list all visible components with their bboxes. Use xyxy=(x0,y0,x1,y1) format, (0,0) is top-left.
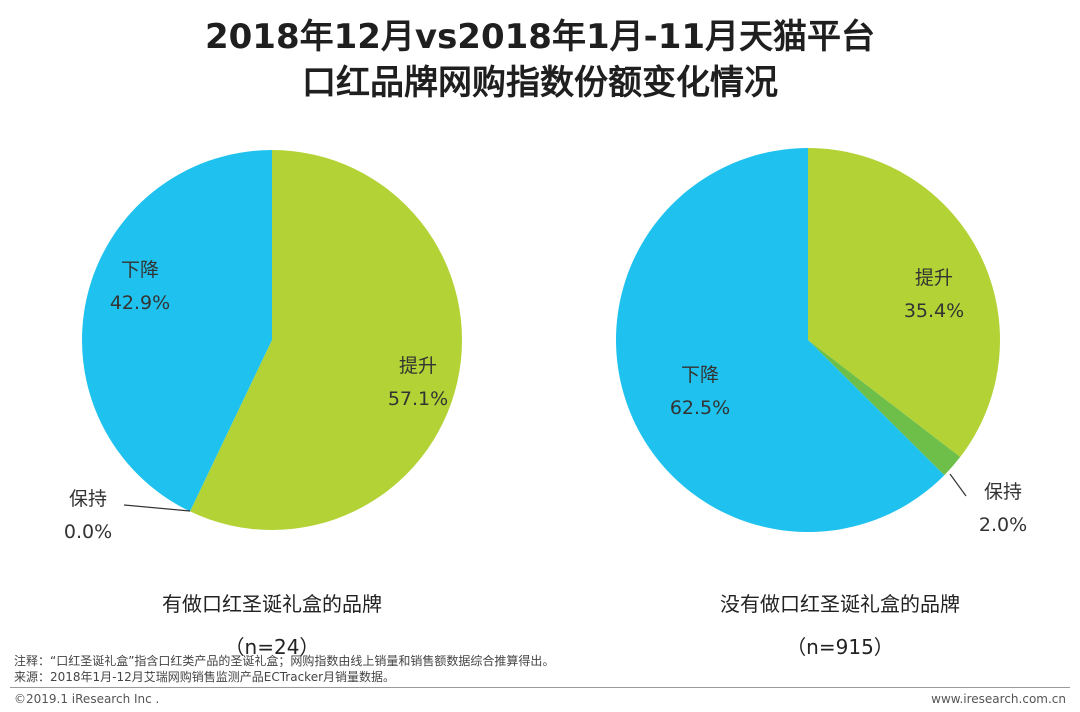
chart-note: 注释：“口红圣诞礼盒”指含口红类产品的圣诞礼盒；网购指数由线上销量和销售额数据综… xyxy=(14,654,555,668)
footer-website: www.iresearch.com.cn xyxy=(931,692,1066,706)
sample-size-label: （n=24） xyxy=(224,635,320,659)
slice-value-label: 35.4% xyxy=(904,300,964,322)
pie-chart-without-gift-box: 提升 35.4% 保持 2.0% 下降 62.5% xyxy=(616,148,1027,536)
pie-caption-without-gift-box: 没有做口红圣诞礼盒的品牌 （n=915） xyxy=(630,588,1050,660)
caption-text: 有做口红圣诞礼盒的品牌 xyxy=(162,592,382,616)
pie-caption-with-gift-box: 有做口红圣诞礼盒的品牌 （n=24） xyxy=(62,588,482,660)
slice-value-label: 42.9% xyxy=(110,292,170,314)
caption-text: 没有做口红圣诞礼盒的品牌 xyxy=(720,592,960,616)
chart-title-line-2: 口红品牌网购指数份额变化情况 xyxy=(302,63,778,103)
slice-name-label: 保持 xyxy=(69,488,107,510)
slice-value-label: 62.5% xyxy=(670,397,730,419)
chart-title: 2018年12月vs2018年1月-11月天猫平台 口红品牌网购指数份额变化情况 xyxy=(0,14,1080,106)
slice-name-label: 下降 xyxy=(121,259,159,281)
slice-value-label: 0.0% xyxy=(64,521,112,543)
slice-value-label: 57.1% xyxy=(388,388,448,410)
slice-value-label: 2.0% xyxy=(979,514,1027,536)
pie-chart-with-gift-box: 提升 57.1% 保持 0.0% 下降 42.9% xyxy=(64,150,462,543)
pie-slice xyxy=(190,150,462,530)
footer-divider xyxy=(10,687,1070,688)
slice-name-label: 保持 xyxy=(984,481,1022,503)
leader-line xyxy=(949,473,967,497)
slice-name-label: 提升 xyxy=(399,355,437,377)
chart-source: 来源：2018年1月-12月艾瑞网购销售监测产品ECTracker月销量数据。 xyxy=(14,670,396,684)
slice-name-label: 下降 xyxy=(681,364,719,386)
leader-line xyxy=(123,504,191,512)
sample-size-label: （n=915） xyxy=(786,635,894,659)
slice-name-label: 提升 xyxy=(915,267,953,289)
footer-copyright: ©2019.1 iResearch Inc . xyxy=(14,692,160,706)
pie-slice xyxy=(82,150,272,512)
chart-title-line-1: 2018年12月vs2018年1月-11月天猫平台 xyxy=(204,17,876,57)
pie-slice xyxy=(808,340,961,476)
pie-slice xyxy=(808,148,1000,458)
pie-charts: 提升 57.1% 保持 0.0% 下降 42.9% 提升 35.4% 保持 2.0% 下降 62.5… xyxy=(64,148,1027,543)
pie-slice xyxy=(616,148,945,532)
